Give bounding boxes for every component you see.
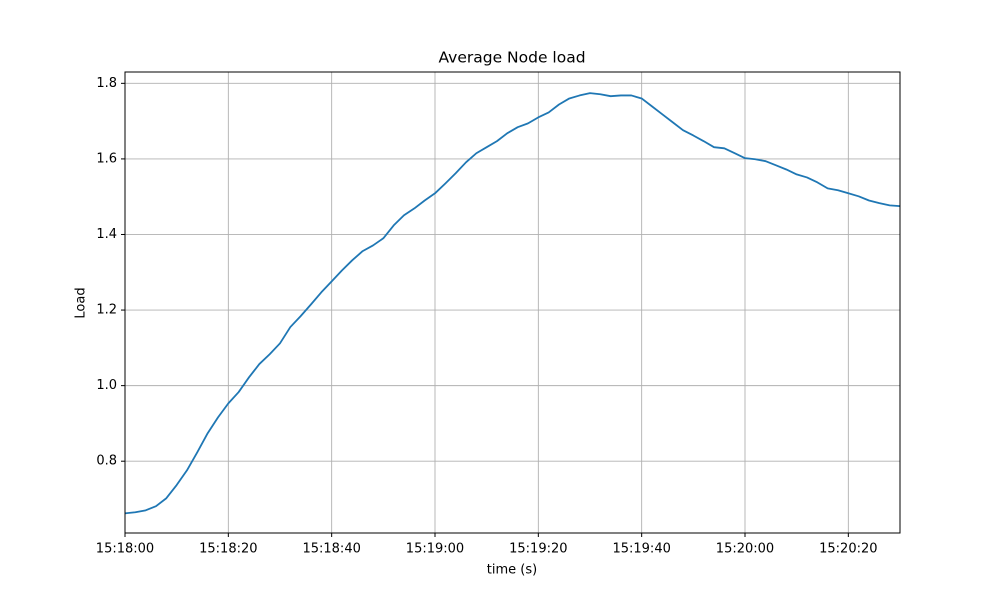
x-tick-label: 15:19:00 — [406, 542, 464, 557]
x-axis-label: time (s) — [487, 563, 537, 578]
x-tick-label: 15:18:40 — [302, 542, 360, 557]
x-tick-label: 15:18:00 — [96, 542, 154, 557]
x-tick-label: 15:20:00 — [716, 542, 774, 557]
x-tick-label: 15:19:20 — [509, 542, 567, 557]
x-tick-label: 15:19:40 — [612, 542, 670, 557]
x-tick-label: 15:18:20 — [199, 542, 257, 557]
y-tick-label: 1.2 — [96, 303, 117, 318]
y-tick-label: 1.0 — [96, 378, 117, 393]
x-tick-label: 15:20:20 — [819, 542, 877, 557]
data-line — [124, 92, 901, 515]
y-axis-label: Load — [74, 287, 89, 318]
plot-frame — [124, 71, 901, 534]
y-tick-label: 0.8 — [96, 454, 117, 469]
y-tick-label: 1.6 — [96, 151, 117, 166]
y-tick-label: 1.4 — [96, 227, 117, 242]
chart-title: Average Node load — [438, 49, 585, 67]
y-tick-label: 1.8 — [96, 76, 117, 91]
